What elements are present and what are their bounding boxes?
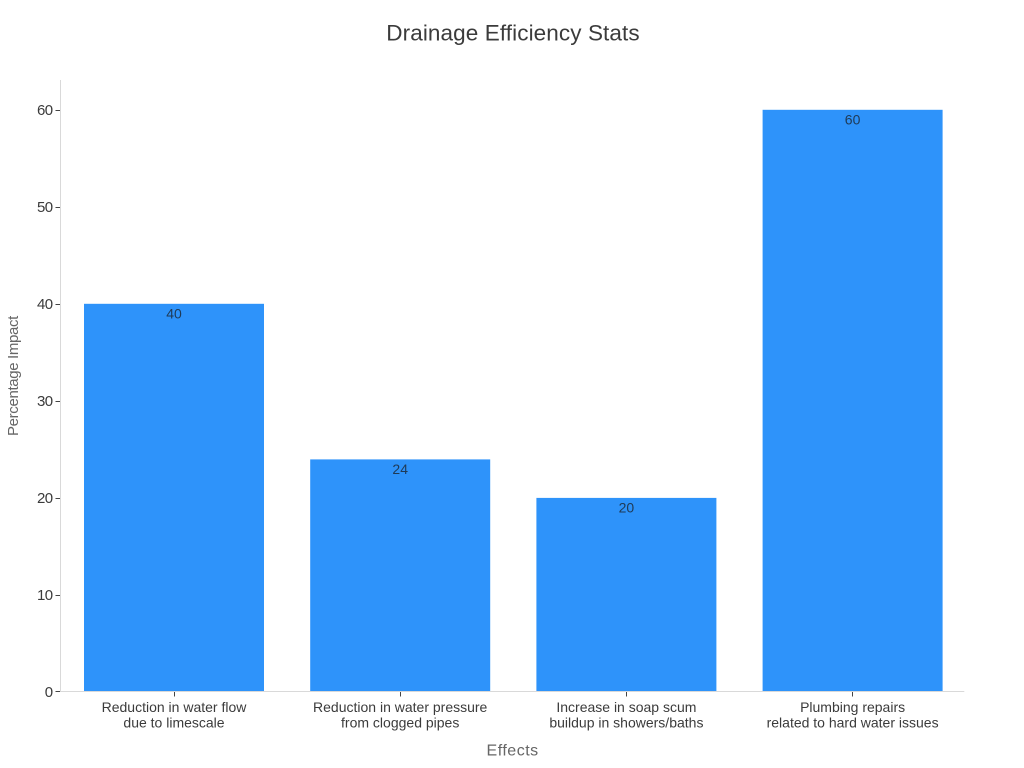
svg-text:40: 40 (166, 306, 182, 322)
svg-text:Percentage Impact: Percentage Impact (5, 315, 22, 436)
svg-text:50: 50 (37, 199, 53, 216)
svg-text:60: 60 (37, 102, 53, 119)
svg-text:20: 20 (619, 500, 635, 516)
svg-text:related to hard water issues: related to hard water issues (767, 714, 939, 730)
svg-text:from clogged pipes: from clogged pipes (341, 714, 459, 730)
svg-text:24: 24 (392, 461, 408, 477)
svg-text:Plumbing repairs: Plumbing repairs (800, 699, 905, 715)
svg-text:30: 30 (37, 393, 53, 410)
svg-text:Effects: Effects (487, 742, 539, 759)
svg-text:Reduction in water pressure: Reduction in water pressure (313, 699, 488, 715)
svg-text:buildup in showers/baths: buildup in showers/baths (549, 714, 703, 730)
svg-text:due to limescale: due to limescale (123, 714, 224, 730)
svg-text:40: 40 (37, 296, 53, 313)
svg-text:Reduction in water flow: Reduction in water flow (102, 699, 248, 715)
svg-text:Drainage Efficiency Stats: Drainage Efficiency Stats (386, 21, 639, 46)
svg-text:20: 20 (37, 490, 53, 507)
svg-text:10: 10 (37, 587, 53, 604)
svg-text:60: 60 (845, 112, 861, 128)
svg-text:Increase in soap scum: Increase in soap scum (556, 699, 696, 715)
svg-text:0: 0 (45, 684, 53, 701)
